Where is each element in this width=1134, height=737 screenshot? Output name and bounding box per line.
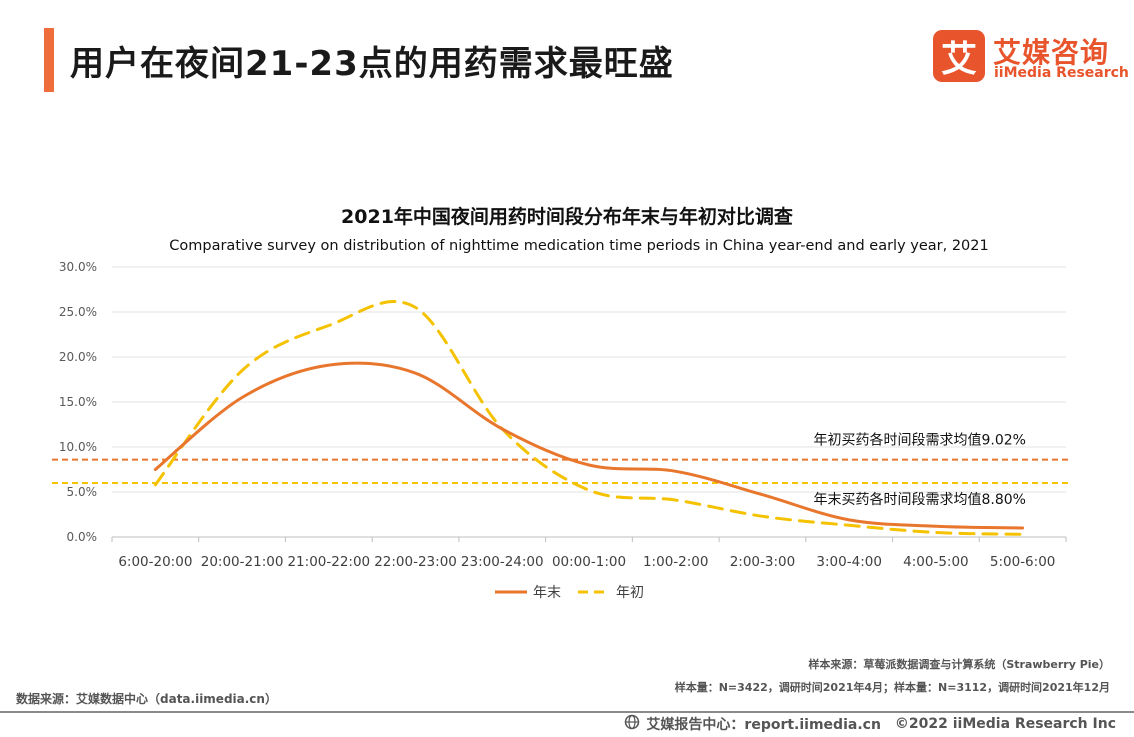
- x-tick-label: 23:00-24:00: [461, 554, 544, 570]
- title-accent-bar: [44, 28, 54, 92]
- series-line-year-start: [153, 300, 1025, 536]
- y-tick-label: 0.0%: [67, 530, 98, 544]
- brand-logo[interactable]: 艾 艾媒咨询 iiMedia Research: [933, 28, 1129, 88]
- data-source-note: 数据来源：艾媒数据中心（data.iimedia.cn）: [16, 692, 277, 706]
- sample-size-note: 样本量：N=3422，调研时间2021年4月；样本量：N=3112，调研时间20…: [674, 681, 1110, 694]
- y-tick-label: 5.0%: [67, 485, 98, 499]
- x-tick-label: 21:00-22:00: [287, 554, 370, 570]
- y-tick-label: 15.0%: [59, 395, 97, 409]
- x-tick-label: 00:00-1:00: [552, 554, 626, 570]
- footer-divider: [0, 711, 1134, 713]
- average-line-label: 年初买药各时间段需求均值9.02%: [814, 432, 1026, 449]
- x-tick-label: 1:00-2:00: [643, 554, 709, 570]
- report-center-link[interactable]: 艾媒报告中心：report.iimedia.cn: [646, 717, 881, 733]
- page-title: 用户在夜间21-23点的用药需求最旺盛: [70, 44, 674, 84]
- x-tick-label: 5:00-6:00: [990, 554, 1056, 570]
- average-line-label: 年末买药各时间段需求均值8.80%: [814, 492, 1026, 508]
- chart-title: 2021年中国夜间用药时间段分布年末与年初对比调查: [341, 206, 793, 228]
- y-tick-label: 30.0%: [59, 260, 97, 274]
- logo-en-text: iiMedia Research: [994, 65, 1129, 81]
- x-tick-label: 3:00-4:00: [816, 554, 882, 570]
- chart-subtitle: Comparative survey on distribution of ni…: [169, 238, 989, 254]
- legend-label: 年初: [616, 584, 644, 601]
- legend-label: 年末: [533, 585, 561, 601]
- sample-source-note: 样本来源：草莓派数据调查与计算系统（Strawberry Pie）: [808, 658, 1110, 671]
- y-tick-label: 10.0%: [59, 440, 97, 454]
- y-tick-label: 25.0%: [59, 305, 97, 319]
- footer: 艾媒报告中心：report.iimedia.cn ©2022 iiMedia R…: [624, 714, 1116, 734]
- globe-icon: [624, 714, 640, 734]
- logo-cn-text: 艾媒咨询: [993, 36, 1110, 69]
- logo-mark-icon: 艾: [933, 30, 985, 82]
- x-tick-label: 6:00-20:00: [118, 554, 192, 570]
- x-tick-label: 22:00-23:00: [374, 554, 457, 570]
- copyright-text: ©2022 iiMedia Research Inc: [894, 716, 1116, 732]
- x-tick-label: 2:00-3:00: [730, 554, 796, 570]
- y-tick-label: 20.0%: [59, 350, 97, 364]
- x-tick-label: 20:00-21:00: [201, 554, 284, 570]
- x-tick-label: 4:00-5:00: [903, 554, 969, 570]
